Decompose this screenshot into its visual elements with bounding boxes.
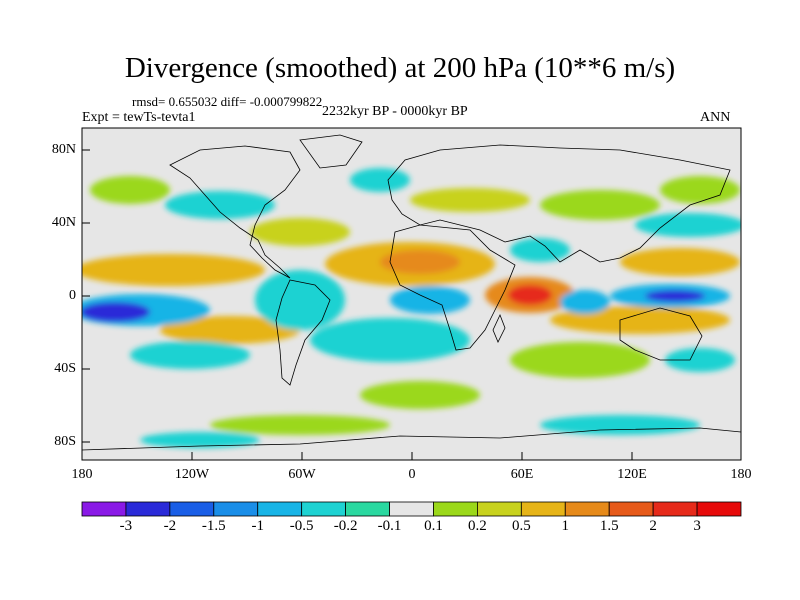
colorbar-label-3: -1 <box>251 518 264 534</box>
field-pos-8 <box>550 306 730 334</box>
coast-greenland <box>299 134 363 169</box>
field-neg-11 <box>350 168 410 192</box>
colorbar-label-0: -3 <box>119 518 133 534</box>
xtick-label-60w: 60W <box>288 467 316 482</box>
field-pos-12 <box>90 176 170 204</box>
xtick-label-120w: 120W <box>174 467 210 482</box>
colorbar-label-5: -0.2 <box>333 518 358 534</box>
colorbar-label-13: 3 <box>693 518 701 534</box>
field-pos-9 <box>250 218 350 246</box>
colorbar-box-13 <box>652 501 698 517</box>
coast-africa <box>389 224 516 351</box>
colorbar-label-7: 0.1 <box>424 518 443 534</box>
experiment-label: Expt = tewTs-tevta1 <box>82 110 196 125</box>
colorbar-label-12: 2 <box>649 518 657 534</box>
colorbar <box>81 501 742 517</box>
field-neg-8 <box>310 318 470 362</box>
colorbar-box-12 <box>608 501 654 517</box>
field-neg-12 <box>635 213 741 237</box>
coast-europe-asia <box>387 144 731 263</box>
colorbar-box-14 <box>696 501 742 517</box>
colorbar-label-11: 1.5 <box>599 518 619 534</box>
field-neg-4 <box>645 290 705 302</box>
field-pos-10 <box>410 188 530 212</box>
colorbar-box-4 <box>257 501 303 517</box>
field-neg-5 <box>390 286 470 314</box>
ytick-label-40s: 40S <box>54 361 76 376</box>
xtick-label-120e: 120E <box>617 467 647 482</box>
colorbar-box-9 <box>476 501 522 517</box>
field-pos-2 <box>380 250 460 274</box>
field-pos-11 <box>540 190 660 220</box>
field-pos-15 <box>660 176 740 204</box>
colorbar-box-2 <box>169 501 215 517</box>
field-neg-16 <box>665 348 735 372</box>
stats-line: rmsd= 0.655032 diff= -0.000799822 <box>132 94 323 109</box>
colorbar-label-2: -1.5 <box>201 518 226 534</box>
colorbar-label-6: -0.1 <box>377 518 402 534</box>
colorbar-label-4: -0.5 <box>289 518 314 534</box>
colorbar-label-9: 0.5 <box>511 518 531 534</box>
plot-title: Divergence (smoothed) at 200 hPa (10**6 … <box>124 52 676 84</box>
coast-antarctica <box>82 427 741 451</box>
colorbar-box-7 <box>389 501 434 517</box>
field-pos-5 <box>82 254 265 286</box>
coastlines <box>82 134 741 451</box>
period-label: 2232kyr BP - 0000kyr BP <box>322 104 468 119</box>
season-label: ANN <box>700 110 731 125</box>
colorbar-box-1 <box>125 501 171 517</box>
field-neg-2 <box>82 302 150 322</box>
colorbar-label-8: 0.2 <box>468 518 487 534</box>
xtick-label-0: 0 <box>408 467 416 482</box>
coast-madagascar <box>492 313 506 343</box>
field-pos-7 <box>620 248 740 276</box>
field-pos-6 <box>160 316 300 344</box>
colorbar-box-3 <box>213 501 259 517</box>
ytick-label-80n: 80N <box>51 142 76 157</box>
xtick-label-180e: 180 <box>730 467 752 482</box>
coast-north-america <box>169 145 301 279</box>
ytick-label-0: 0 <box>69 288 76 303</box>
field-neg-14 <box>540 415 700 435</box>
coast-south-america <box>275 279 331 386</box>
colorbar-box-10 <box>520 501 566 517</box>
colorbar-box-6 <box>345 501 390 517</box>
field-pos-14 <box>360 381 480 409</box>
xtick-label-60e: 60E <box>510 467 534 482</box>
field-neg-10 <box>165 191 275 219</box>
field-pos-4 <box>508 285 552 305</box>
field-neg-6 <box>560 290 610 314</box>
field-neg-15 <box>140 432 260 448</box>
field-neg-7 <box>255 270 345 330</box>
field-neg-9 <box>130 341 250 369</box>
coast-australia <box>619 307 703 361</box>
colorbar-box-5 <box>301 501 346 517</box>
ytick-label-80s: 80S <box>54 434 76 449</box>
axis-ticks <box>82 149 633 460</box>
field-pos-13 <box>510 342 650 378</box>
colorbar-box-11 <box>564 501 610 517</box>
xtick-label-180w: 180 <box>71 467 93 482</box>
colorbar-label-1: -2 <box>163 518 177 534</box>
field-pos-16 <box>210 415 390 435</box>
colorbar-box-8 <box>433 501 478 517</box>
colorbar-box-0 <box>81 501 127 517</box>
field-neg-13 <box>510 238 570 262</box>
colorbar-label-10: 1 <box>561 518 570 534</box>
ytick-label-40n: 40N <box>51 215 76 230</box>
